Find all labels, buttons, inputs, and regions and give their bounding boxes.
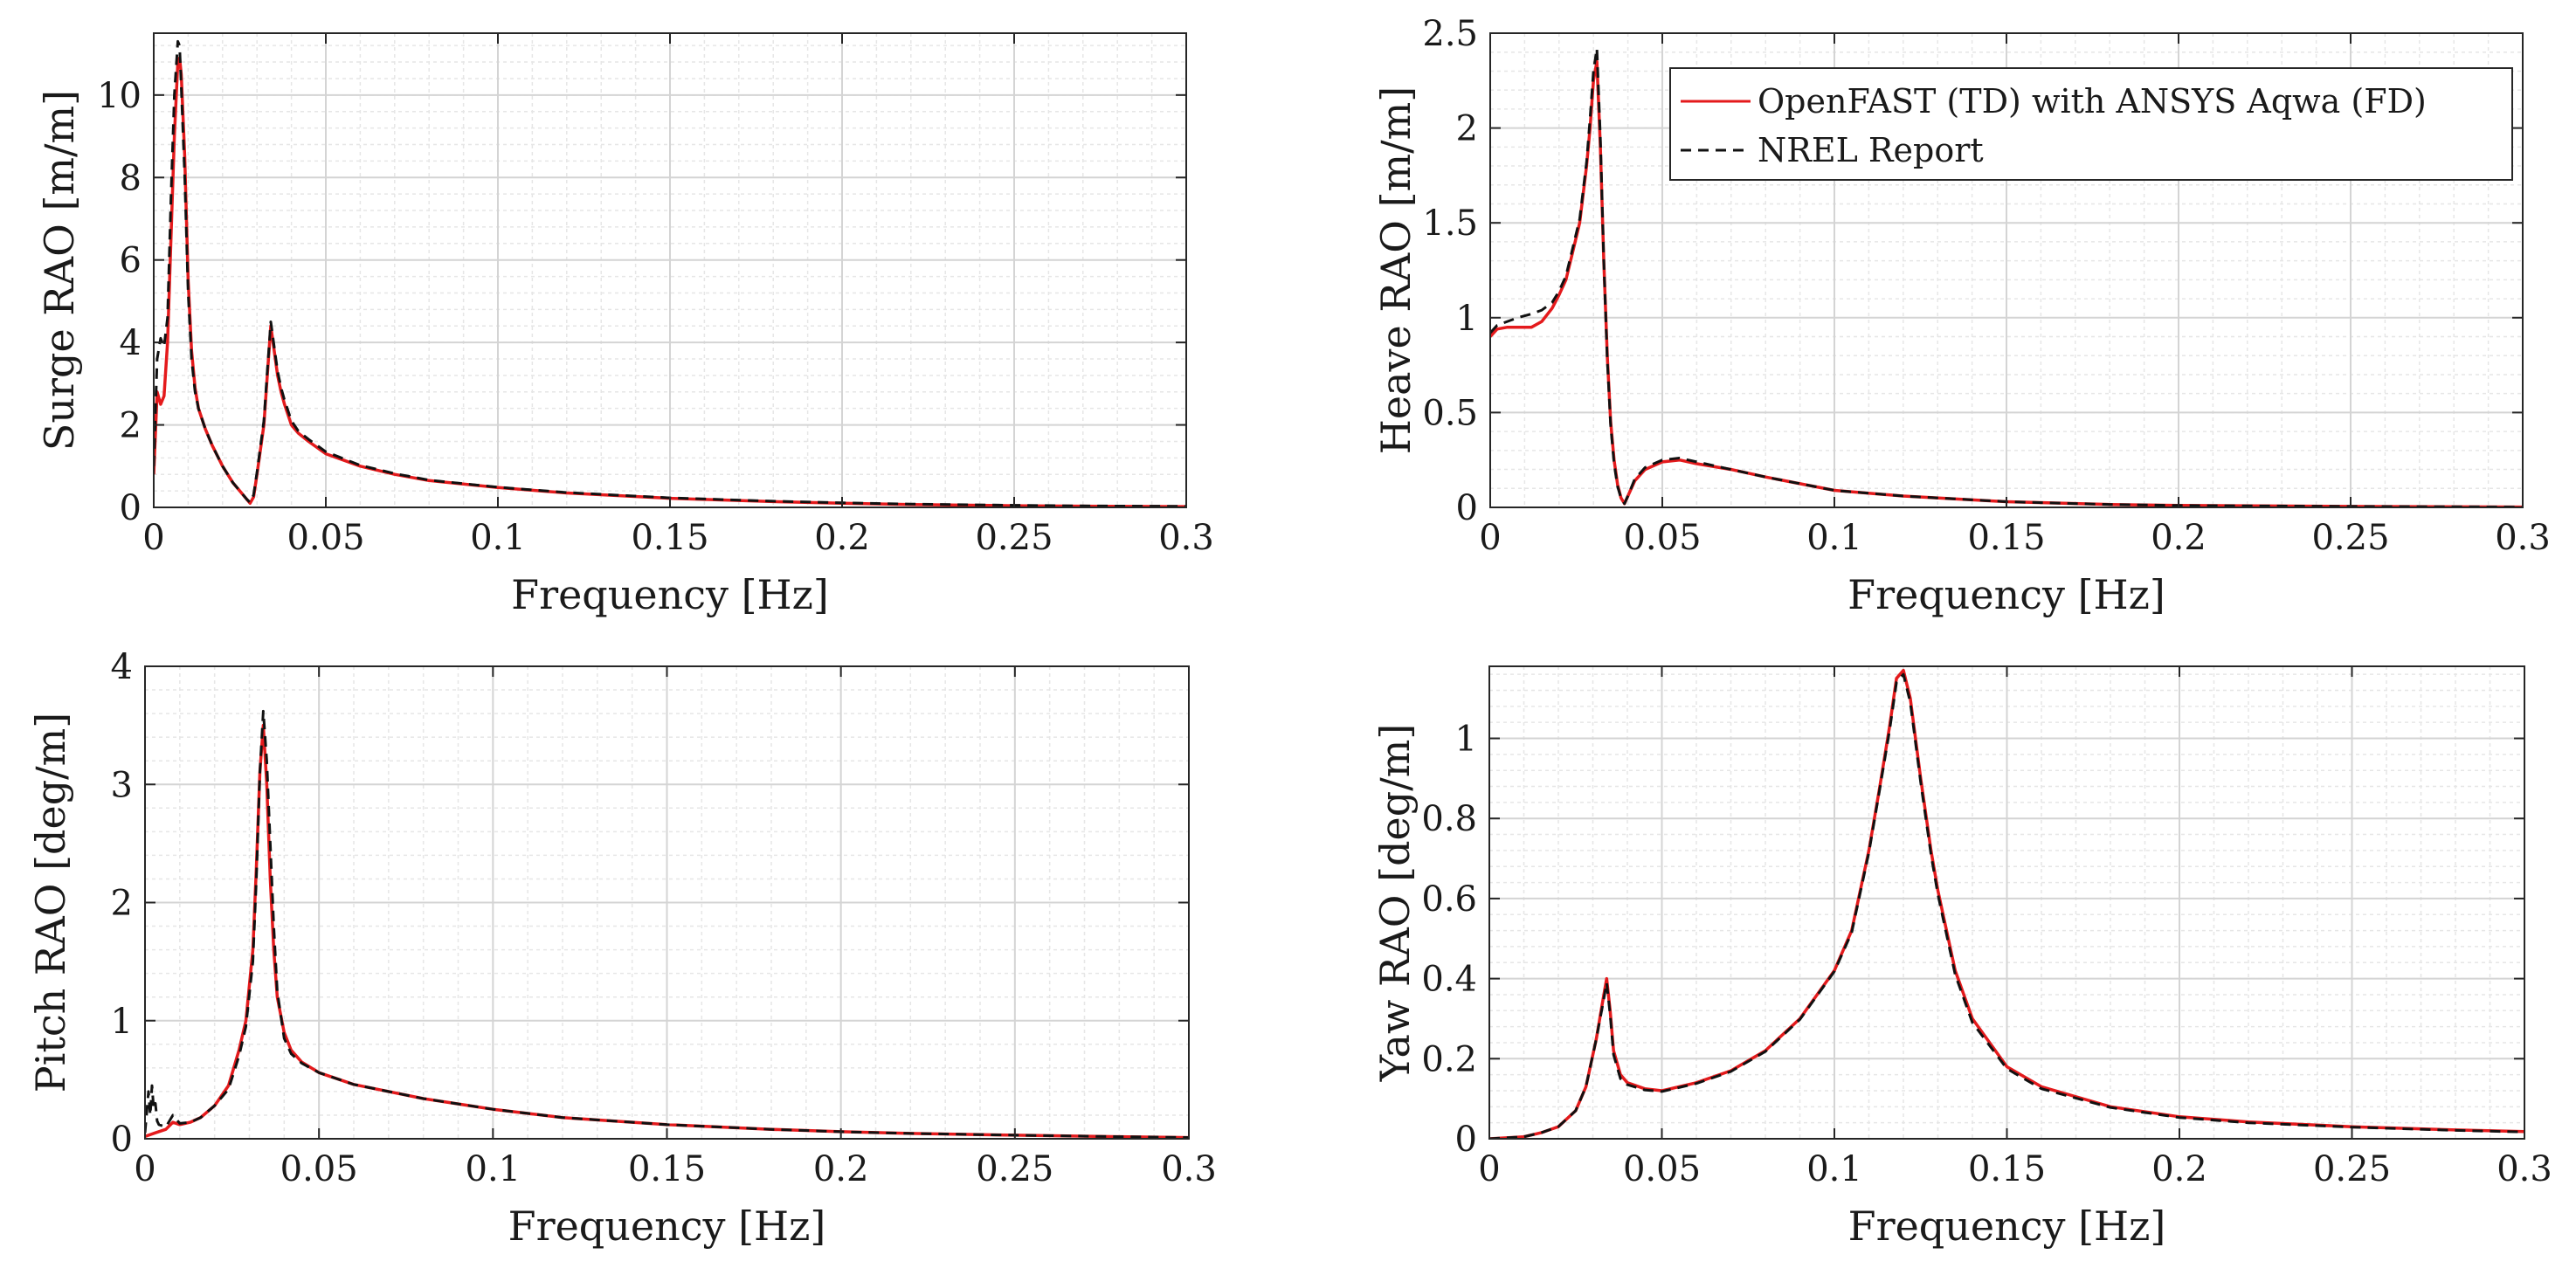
surge-chart: 0 0.05 0.1 0.15 0.2 0.25 0.3 0 2 4 6 8 10 Frequency [… (36, 32, 1214, 618)
y-tick-label: 1 (1456, 299, 1478, 339)
y-tick-label: 2 (1456, 109, 1478, 149)
x-tick-label: 0.1 (466, 1149, 521, 1189)
x-tick-label: 0 (1478, 1149, 1500, 1189)
x-tick-label: 0.05 (287, 518, 364, 558)
y-tick-label: 0 (1456, 488, 1478, 528)
y-tick-label: 2 (120, 406, 142, 446)
legend-entry-label: NREL Report (1758, 131, 1984, 169)
y-tick-label: 1.5 (1422, 203, 1478, 244)
x-tick-label: 0.2 (813, 1149, 869, 1189)
x-tick-label: 0.15 (628, 1149, 706, 1189)
x-tick-label: 0.25 (976, 1149, 1053, 1189)
x-axis-label: Frequency [Hz] (508, 1203, 826, 1250)
y-tick-label: 4 (120, 323, 142, 363)
x-axis-label: Frequency [Hz] (1848, 1203, 2166, 1250)
legend-entry-label: OpenFAST (TD) with ANSYS Aqwa (FD) (1758, 82, 2427, 121)
x-tick-label: 0.3 (2497, 1149, 2552, 1189)
x-tick-label: 0.05 (1623, 518, 1701, 558)
y-tick-label: 1 (1455, 720, 1477, 760)
x-tick-label: 0.2 (2151, 518, 2207, 558)
series-openfast-line (1489, 668, 2524, 1139)
heave-chart: 0 0.05 0.1 0.15 0.2 0.25 0.3 0 0.5 1 1.5 2 2.5 Freque… (1372, 14, 2551, 618)
x-tick-label: 0.1 (1806, 518, 1862, 558)
y-tick-label: 2 (111, 884, 133, 924)
y-axis-label: Heave RAO [m/m] (1372, 86, 1419, 454)
y-tick-label: 0.6 (1421, 879, 1477, 920)
x-tick-label: 0.15 (631, 518, 708, 558)
pitch-chart: 0 0.05 0.1 0.15 0.2 0.25 0.3 0 1 2 3 4 Frequency [Hz… (27, 647, 1217, 1250)
x-tick-label: 0 (134, 1149, 155, 1189)
y-tick-label: 10 (97, 76, 142, 116)
x-tick-label: 0.2 (814, 518, 870, 558)
x-tick-label: 0.1 (470, 518, 526, 558)
x-tick-label: 0.2 (2151, 1149, 2207, 1189)
x-tick-label: 0.25 (975, 518, 1053, 558)
y-axis-label: Pitch RAO [deg/m] (27, 713, 74, 1092)
y-tick-label: 0 (120, 488, 142, 528)
series-nrel-report-line (1490, 46, 2523, 507)
y-tick-label: 3 (111, 765, 133, 805)
x-tick-label: 0.15 (1968, 1149, 2046, 1189)
y-tick-label: 0.5 (1422, 393, 1478, 433)
x-tick-label: 0.05 (280, 1149, 358, 1189)
x-tick-label: 0.3 (1161, 1149, 1217, 1189)
y-tick-label: 8 (120, 158, 142, 198)
x-tick-label: 0.05 (1623, 1149, 1701, 1189)
x-tick-label: 0.15 (1967, 518, 2045, 558)
y-tick-label: 0.4 (1421, 960, 1477, 1000)
series-nrel-report-line (154, 39, 1186, 507)
legend: OpenFAST (TD) with ANSYS Aqwa (FD) NREL R… (1669, 67, 2513, 181)
y-tick-label: 1 (111, 1002, 133, 1042)
x-axis-label: Frequency [Hz] (511, 571, 829, 618)
x-tick-label: 0.25 (2311, 518, 2389, 558)
x-tick-label: 0.3 (1158, 518, 1214, 558)
y-tick-label: 0.2 (1421, 1039, 1477, 1079)
y-tick-label: 0 (1455, 1120, 1477, 1160)
y-tick-label: 6 (120, 241, 142, 281)
x-tick-label: 0 (1479, 518, 1501, 558)
y-axis-label: Yaw RAO [deg/m] (1371, 724, 1419, 1083)
x-tick-label: 0.3 (2495, 518, 2551, 558)
x-axis-label: Frequency [Hz] (1847, 571, 2165, 618)
legend-box (1669, 67, 2513, 181)
yaw-chart: 0 0.05 0.1 0.15 0.2 0.25 0.3 0 0.2 0.4 0.6 0.8 1 Freq… (1371, 665, 2552, 1250)
y-tick-label: 0 (111, 1120, 133, 1160)
x-tick-label: 0 (142, 518, 164, 558)
y-tick-label: 4 (111, 647, 133, 687)
x-tick-label: 0.25 (2313, 1149, 2391, 1189)
series-nrel-report-line (145, 709, 1189, 1139)
y-tick-label: 0.8 (1421, 799, 1477, 839)
y-tick-label: 2.5 (1422, 14, 1478, 54)
x-tick-label: 0.1 (1806, 1149, 1862, 1189)
y-axis-label: Surge RAO [m/m] (36, 90, 83, 451)
